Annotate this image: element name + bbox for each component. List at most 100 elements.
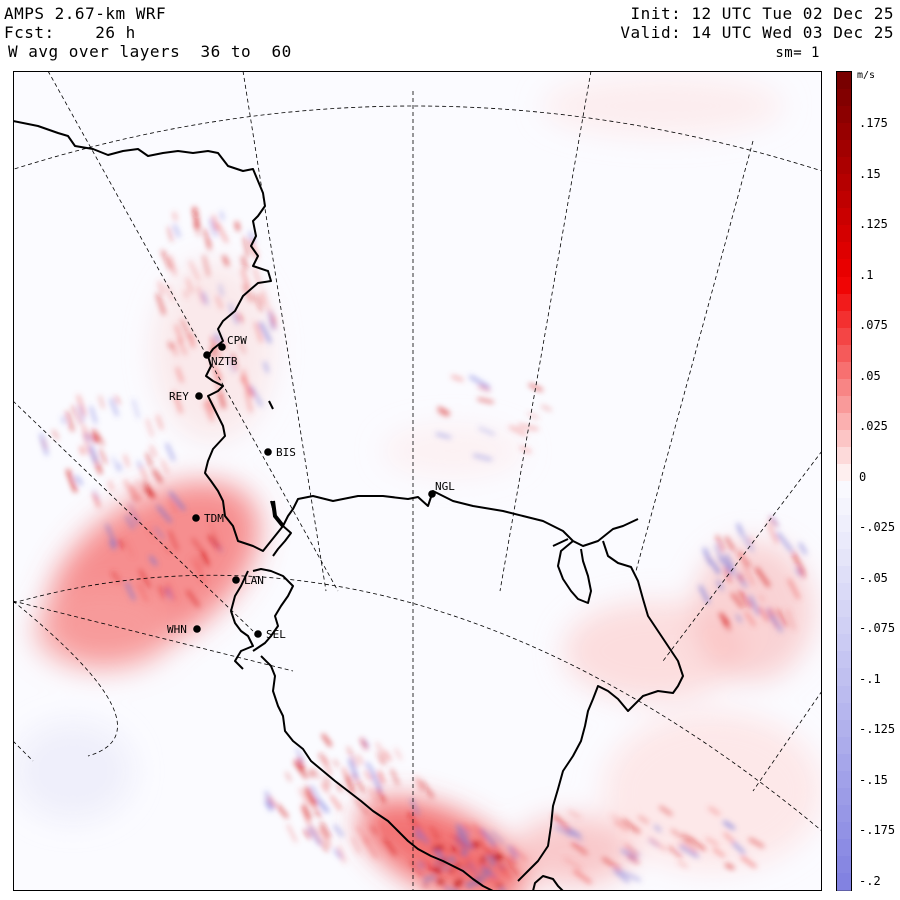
w-streak: [203, 255, 210, 277]
w-streak: [245, 390, 252, 413]
colorbar: [836, 71, 852, 892]
w-streak: [135, 480, 146, 494]
w-streak: [231, 353, 238, 371]
w-streak: [154, 526, 165, 539]
w-streak: [767, 522, 779, 544]
colorbar-segment: [837, 770, 851, 790]
w-streak: [744, 565, 755, 586]
w-streak: [171, 342, 178, 356]
w-streak: [714, 544, 724, 564]
w-cell: [433, 867, 442, 873]
w-streak: [321, 782, 329, 793]
w-streak: [83, 432, 91, 455]
w-streak: [719, 613, 729, 625]
w-streak: [238, 341, 246, 354]
w-streak: [731, 593, 744, 609]
w-cell: [445, 886, 451, 891]
w-streak: [509, 425, 527, 436]
colorbar-segment: [837, 498, 851, 517]
w-cell: [455, 879, 464, 885]
w-streak: [66, 469, 77, 493]
w-streak: [189, 260, 200, 281]
w-streak: [172, 212, 178, 221]
w-streak: [146, 418, 154, 437]
w-cell: [436, 879, 444, 884]
colorbar-segment: [837, 242, 851, 261]
w-streak: [324, 776, 330, 788]
w-streak: [243, 237, 250, 257]
w-streak: [610, 814, 624, 822]
w-streak: [169, 491, 186, 511]
colorbar-segment: [837, 600, 851, 619]
w-streak: [140, 466, 147, 481]
colorbar-segment: [837, 395, 851, 415]
w-streak: [708, 806, 720, 816]
station-label-lan: LAN: [244, 574, 264, 587]
w-streak: [649, 837, 667, 851]
w-streak: [455, 824, 470, 844]
w-streak: [333, 759, 339, 767]
w-streak: [314, 808, 321, 818]
w-cell: [442, 867, 449, 870]
w-streak: [167, 226, 173, 242]
w-streak: [713, 848, 725, 857]
w-streak: [276, 804, 289, 818]
station-label-cpw: CPW: [227, 334, 247, 347]
w-streak: [144, 487, 154, 498]
w-streak: [253, 267, 261, 285]
colorbar-segment: [837, 702, 851, 722]
w-cell: [435, 861, 439, 865]
w-streak: [703, 547, 712, 565]
colorbar-tick-label: 0: [859, 469, 867, 484]
colorbar-segment: [837, 140, 851, 159]
w-streak: [716, 535, 724, 552]
w-cell: [480, 870, 486, 873]
w-streak: [71, 405, 83, 425]
colorbar-segment: [837, 515, 851, 534]
w-streak: [738, 573, 744, 582]
station-dot-rey: [195, 392, 203, 400]
colorbar-tick-label: .05: [859, 368, 881, 383]
w-streak: [699, 585, 710, 604]
w-streak: [52, 429, 59, 440]
colorbar-segment: [837, 361, 851, 381]
colorbar-tick-label: .15: [859, 166, 881, 181]
w-streak: [437, 411, 449, 417]
w-streak: [480, 842, 487, 852]
colorbar-tick-label: .175: [859, 116, 888, 130]
w-streak: [189, 333, 195, 348]
colorbar-segment: [837, 327, 851, 347]
w-streak: [659, 806, 673, 816]
colorbar-segment: [837, 429, 851, 449]
w-streak: [554, 825, 574, 837]
w-streak: [127, 503, 139, 519]
w-streak: [203, 402, 214, 421]
w-streak: [125, 515, 134, 530]
w-streak: [147, 526, 157, 541]
valid-time: Valid: 14 UTC Wed 03 Dec 25: [620, 23, 894, 42]
w-cell: [471, 841, 479, 848]
colorbar-tick-label: -.125: [859, 722, 896, 736]
w-streak: [786, 609, 796, 630]
colorbar-segment: [837, 634, 851, 653]
w-streak: [378, 757, 384, 765]
w-streak: [92, 493, 101, 508]
w-streak: [156, 293, 166, 315]
w-streak: [319, 827, 331, 847]
w-streak: [79, 446, 85, 455]
w-cell: [432, 846, 437, 851]
w-streak: [736, 614, 742, 623]
w-streak: [78, 405, 85, 422]
colorbar-segment: [837, 208, 851, 227]
colorbar-segment: [837, 293, 851, 313]
colorbar-segment: [837, 753, 851, 773]
w-streak: [411, 817, 425, 835]
station-dot-lan: [232, 576, 240, 584]
w-cell: [447, 857, 455, 862]
w-streak: [90, 406, 97, 424]
w-streak: [310, 785, 321, 802]
w-streak: [305, 786, 316, 805]
w-streak: [308, 826, 321, 845]
w-streak: [614, 820, 629, 832]
station-dot-bis: [264, 448, 272, 456]
